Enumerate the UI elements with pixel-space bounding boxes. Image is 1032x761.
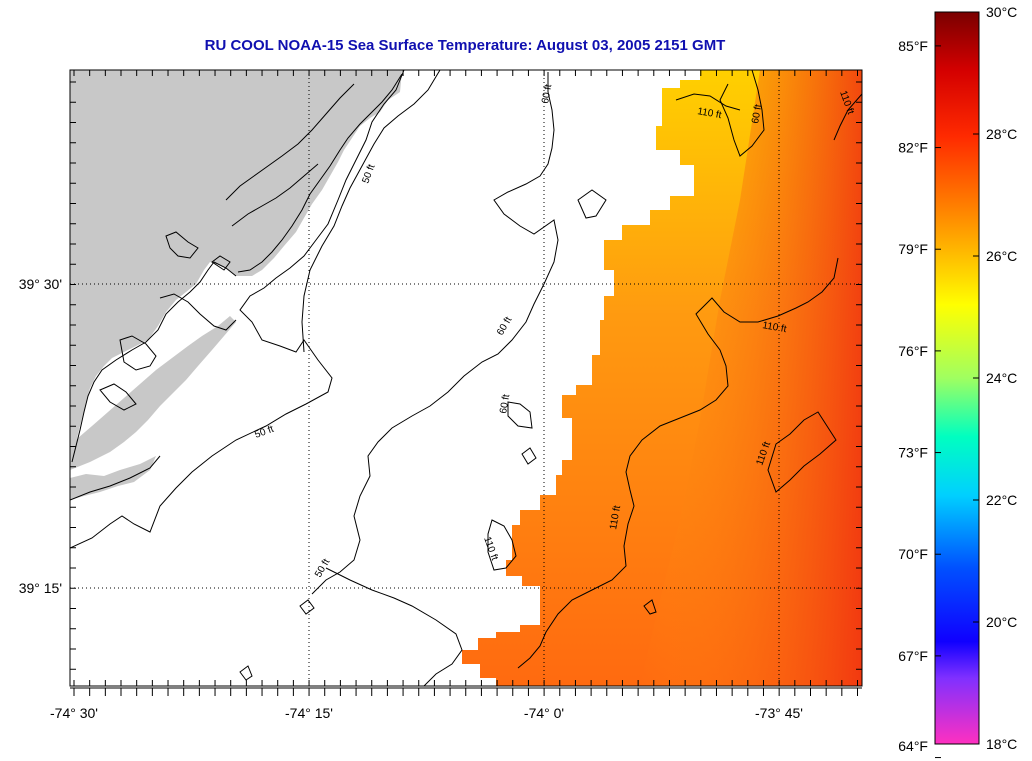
lat-tick-label: 39° 15' (19, 580, 62, 596)
lon-tick-label: -74° 30' (50, 705, 98, 721)
graticule (70, 70, 862, 686)
colorbar-fahrenheit-labels: 85°F 82°F 79°F 76°F 73°F 70°F 67°F 64°F (898, 38, 941, 759)
contour-loop-f (643, 599, 657, 615)
land-sliver (70, 456, 156, 500)
land-barrier (70, 316, 236, 470)
colorbar-f-label: 85°F (898, 38, 928, 54)
colorbar-f-label: 73°F (898, 445, 928, 461)
contour-label: 110 ft (481, 535, 500, 562)
contour-110ft (487, 93, 862, 669)
colorbar-c-label: 22°C (986, 492, 1017, 508)
contour-label: 60 ft (540, 83, 554, 104)
contour-50ft (70, 70, 405, 549)
contour-label: 60 ft (750, 103, 764, 124)
contour-loop-a (577, 189, 607, 219)
contour-label: 110 ft (696, 106, 722, 121)
land-mass (70, 70, 402, 462)
lon-tick-label: -73° 45' (755, 705, 803, 721)
colorbar: 85°F 82°F 79°F 76°F 73°F 70°F 67°F 64°F 30°C 28°… (898, 4, 1017, 759)
colorbar-f-label: 76°F (898, 343, 928, 359)
colorbar-c-label: 20°C (986, 614, 1017, 630)
lon-tick-label: -74° 0' (524, 705, 564, 721)
contour-60ft (311, 72, 559, 595)
contour-label: 110 ft (608, 504, 623, 530)
lat-tick-label: 39° 30' (19, 276, 62, 292)
colorbar-c-label: 24°C (986, 370, 1017, 386)
colorbar-gradient (934, 11, 980, 745)
contour-label: 110 ft (761, 320, 787, 335)
colorbar-f-label: 64°F (898, 738, 928, 754)
contour-label: 60 ft (495, 315, 514, 338)
contour-loop-c (521, 447, 537, 465)
colorbar-c-label: 30°C (986, 4, 1017, 20)
contour-label: 60 ft (498, 393, 512, 414)
inner-shoreline (99, 83, 355, 411)
colorbar-c-label: 28°C (986, 126, 1017, 142)
colorbar-f-label: 82°F (898, 140, 928, 156)
sst-warm-band (640, 70, 862, 686)
colorbar-f-label: 79°F (898, 241, 928, 257)
contour-loop-d (299, 599, 315, 615)
contour-50ft-east (301, 70, 463, 686)
contour-label: 50 ft (253, 424, 275, 441)
contour-label: 50 ft (313, 557, 332, 580)
contour-60ft-east (719, 70, 765, 157)
contour-loop-e (239, 665, 253, 681)
coastline (70, 73, 403, 501)
colorbar-f-label: 67°F (898, 648, 928, 664)
contour-loop-b (507, 401, 533, 429)
map-title: RU COOL NOAA-15 Sea Surface Temperature:… (204, 37, 726, 54)
lat-axis-labels: 39° 30' 39° 15' (19, 276, 62, 596)
lon-tick-label: -74° 15' (285, 705, 333, 721)
minor-ticks (70, 70, 862, 696)
colorbar-c-label: 18°C (986, 736, 1017, 752)
lon-axis-labels: -74° 30' -74° 15' -74° 0' -73° 45' (50, 705, 803, 721)
contour-label: 50 ft (360, 163, 377, 185)
colorbar-c-label: 26°C (986, 248, 1017, 264)
colorbar-celsius-labels: 30°C 28°C 26°C 24°C 22°C 20°C 18°C (973, 4, 1017, 752)
colorbar-f-label: 70°F (898, 546, 928, 562)
